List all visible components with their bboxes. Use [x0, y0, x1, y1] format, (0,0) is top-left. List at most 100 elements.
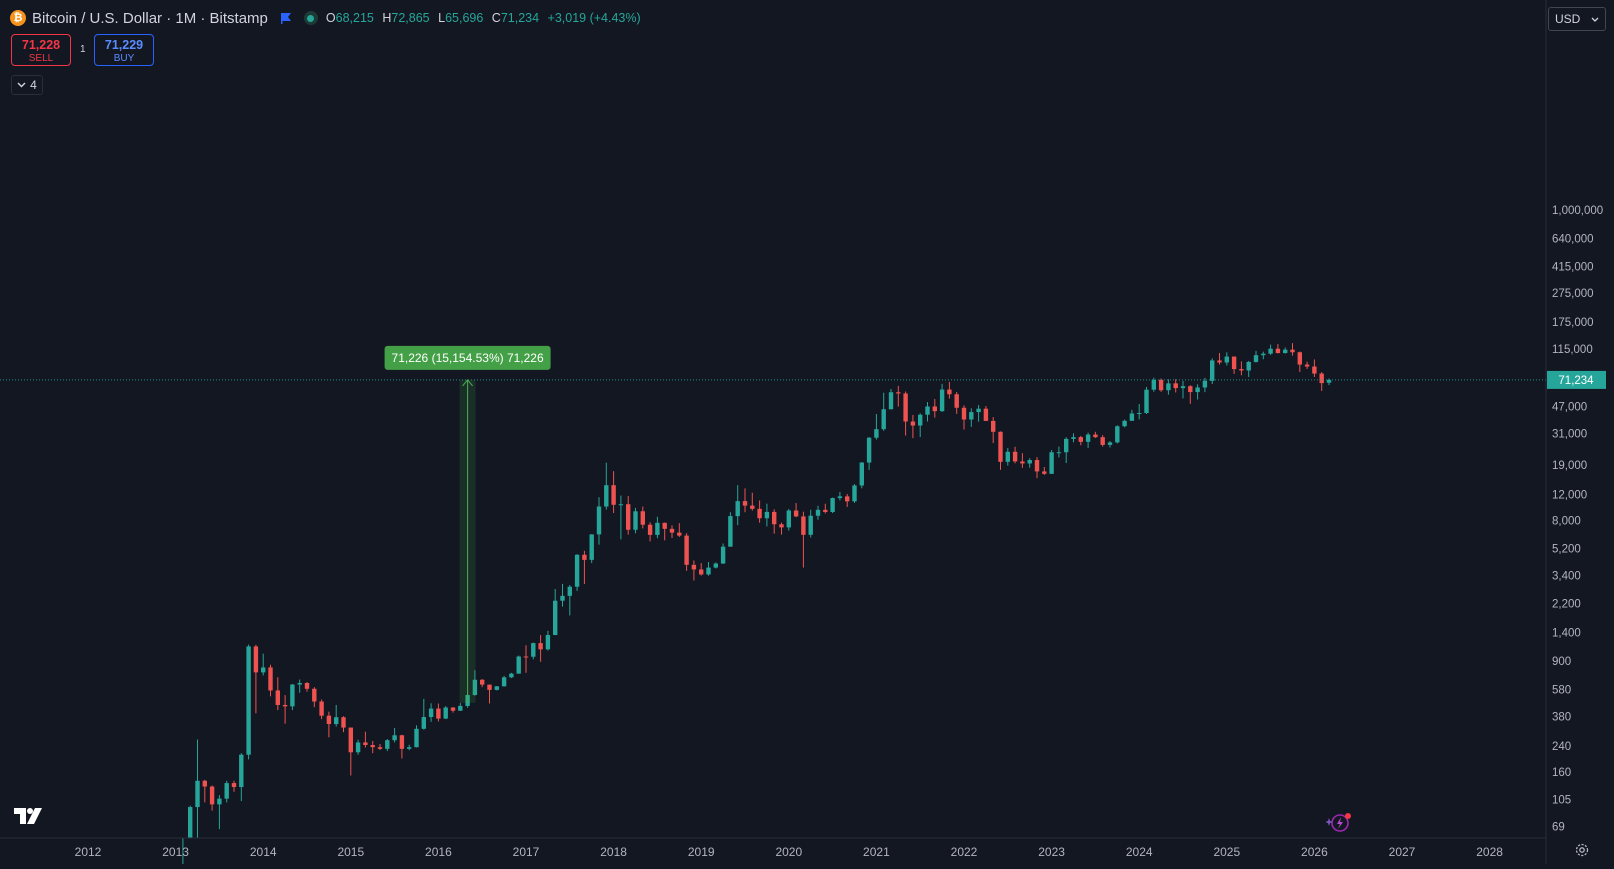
- candle-body: [480, 679, 485, 685]
- candle-body: [596, 506, 602, 535]
- candle: [932, 399, 937, 418]
- candle-body: [823, 509, 828, 512]
- candle: [428, 703, 434, 722]
- candle-body: [735, 501, 740, 517]
- candle-body: [793, 510, 799, 517]
- price-tick-label: 175,000: [1552, 317, 1594, 329]
- candle: [480, 679, 485, 688]
- candle-body: [414, 728, 419, 748]
- candle-body: [290, 684, 295, 707]
- chevron-down-icon: [1591, 17, 1599, 22]
- candle-body: [458, 705, 463, 711]
- candle: [355, 739, 361, 755]
- candle-body: [983, 408, 989, 421]
- high-label: H: [382, 11, 392, 25]
- gear-icon[interactable]: [1574, 842, 1590, 858]
- candle-body: [494, 686, 499, 690]
- candle: [458, 703, 463, 711]
- candle-body: [348, 727, 353, 753]
- candle: [1312, 359, 1317, 378]
- candle: [1064, 437, 1069, 464]
- candle: [509, 672, 514, 679]
- candle: [1268, 344, 1273, 355]
- candle: [772, 509, 777, 534]
- indicators-toggle-button[interactable]: 4: [11, 75, 43, 95]
- symbol-title[interactable]: Bitcoin / U.S. Dollar · 1M · Bitstamp: [32, 9, 268, 27]
- candle-body: [334, 717, 339, 725]
- candle: [1078, 435, 1083, 446]
- candle-body: [217, 798, 222, 805]
- price-tick-label: 19,000: [1552, 460, 1587, 472]
- candle-body: [224, 783, 229, 799]
- candle: [699, 563, 704, 576]
- close-value: 71,234: [500, 11, 540, 25]
- time-tick-label: 2021: [863, 845, 890, 859]
- candle: [319, 699, 324, 720]
- price-tick-label: 275,000: [1552, 288, 1594, 300]
- candle: [494, 686, 499, 691]
- buy-price: 71,229: [104, 38, 144, 52]
- flag-icon[interactable]: [280, 12, 292, 24]
- time-tick-label: 2019: [688, 845, 715, 859]
- time-tick-label: 2022: [951, 845, 978, 859]
- candle-body: [531, 643, 536, 657]
- candle-body: [1246, 361, 1251, 371]
- candle-body: [392, 735, 397, 741]
- candle: [604, 462, 609, 510]
- candle-body: [1202, 380, 1208, 388]
- candle: [677, 523, 682, 537]
- candle: [348, 727, 353, 776]
- candle: [786, 508, 791, 531]
- candle-body: [377, 747, 383, 749]
- candle-body: [786, 510, 791, 528]
- candle: [487, 684, 492, 704]
- candle: [567, 585, 572, 616]
- candle: [297, 679, 302, 693]
- currency-select[interactable]: USD: [1548, 7, 1606, 31]
- candle-body: [969, 412, 974, 420]
- candle: [662, 522, 667, 541]
- candle: [1253, 350, 1259, 363]
- buy-button[interactable]: 71,229 BUY: [94, 34, 154, 66]
- candle-body: [304, 682, 310, 689]
- candle: [1297, 351, 1302, 372]
- candle: [1042, 466, 1047, 475]
- candle-body: [443, 707, 448, 719]
- tradingview-logo-icon[interactable]: [14, 808, 44, 824]
- candle-body: [1151, 379, 1156, 390]
- candle-body: [355, 742, 361, 753]
- candle: [385, 738, 390, 752]
- sell-label: SELL: [28, 53, 54, 64]
- sell-button[interactable]: 71,228 SELL: [11, 34, 71, 66]
- time-tick-label: 2016: [425, 845, 452, 859]
- candle: [472, 670, 478, 696]
- ai-assistant-icon[interactable]: [1326, 812, 1352, 834]
- candle: [1261, 351, 1266, 360]
- market-open-icon[interactable]: [303, 11, 318, 25]
- change-value: +3,019 (+4.43%): [547, 11, 641, 25]
- candle: [779, 522, 784, 535]
- time-tick-label: 2014: [250, 845, 277, 859]
- price-tick-label: 31,000: [1552, 428, 1587, 440]
- candle: [275, 677, 280, 711]
- candle: [326, 711, 332, 738]
- candle-body: [677, 532, 682, 536]
- candle-body: [1093, 434, 1098, 438]
- candle: [545, 630, 551, 651]
- candle: [939, 383, 945, 412]
- candle: [560, 583, 565, 607]
- candle-body: [1064, 438, 1069, 453]
- candle: [1137, 403, 1142, 420]
- candle: [1122, 419, 1127, 428]
- time-tick-label: 2012: [75, 845, 102, 859]
- price-tick-label: 8,000: [1552, 516, 1581, 528]
- candle: [1173, 379, 1178, 393]
- candle: [845, 493, 850, 507]
- candle: [633, 507, 638, 534]
- indicators-count: 4: [30, 78, 37, 92]
- candle: [436, 703, 441, 722]
- candle-body: [538, 643, 543, 650]
